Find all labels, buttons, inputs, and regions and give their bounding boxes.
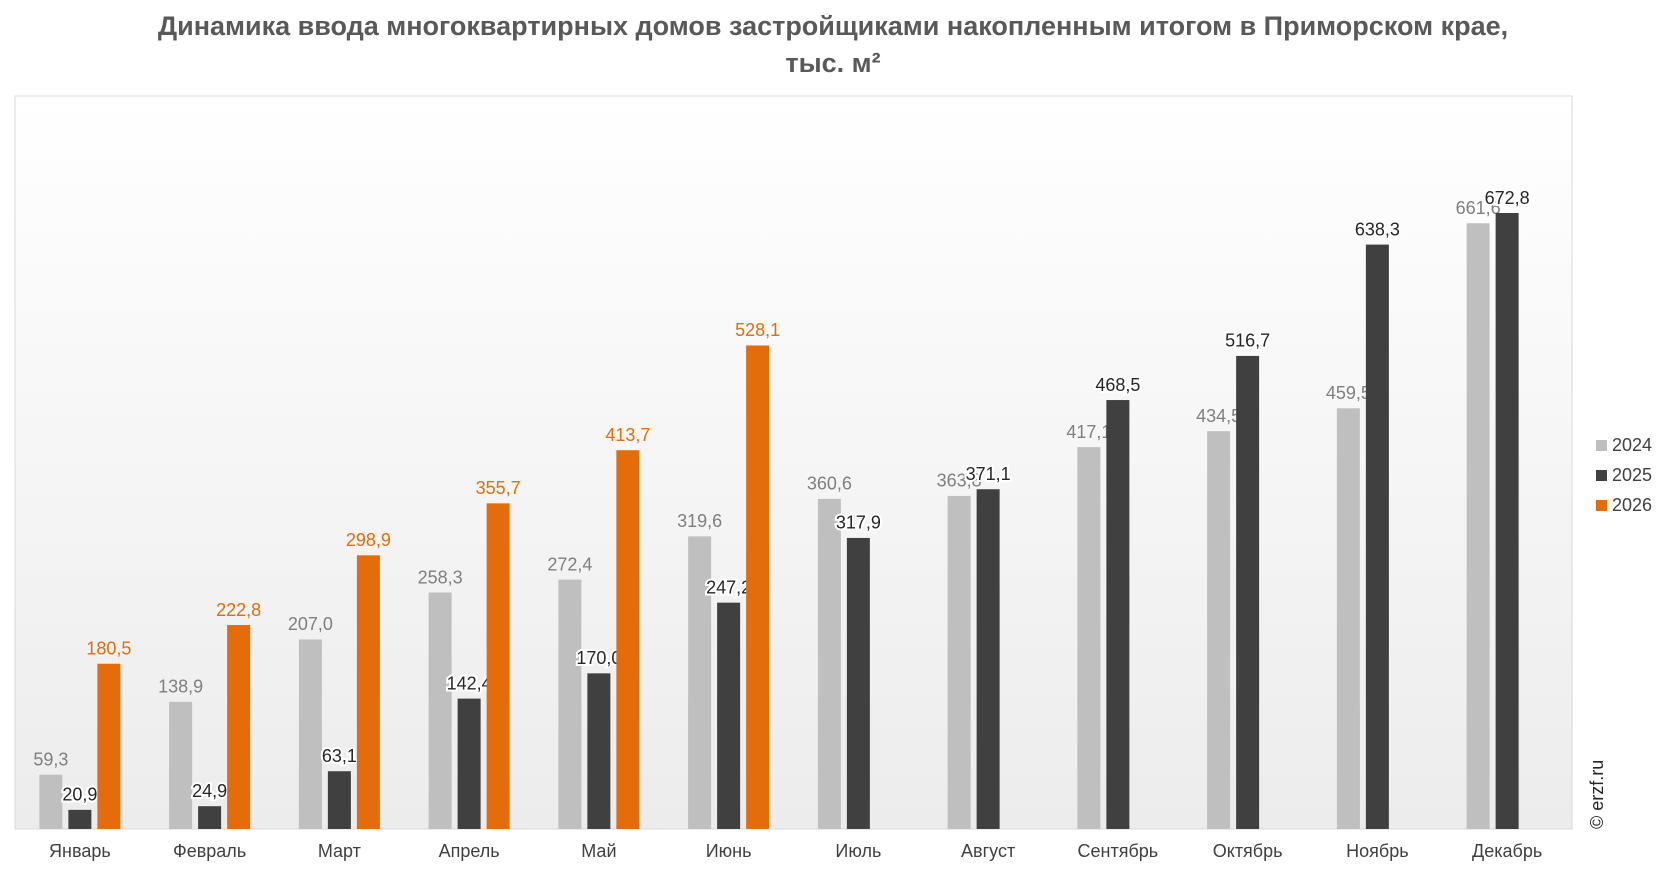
bar: [1466, 223, 1490, 829]
legend-swatch: [1596, 440, 1607, 451]
bar: [169, 701, 193, 829]
x-tick-label: Май: [581, 841, 616, 861]
data-label: 258,3: [418, 567, 463, 587]
data-label: 63,1: [322, 746, 357, 766]
data-label: 59,3: [33, 749, 68, 769]
bar: [1336, 408, 1360, 829]
data-label: 363,8: [937, 471, 982, 491]
bar: [558, 579, 582, 829]
bar: [68, 809, 92, 829]
bar: [1365, 244, 1389, 829]
bar: [1236, 355, 1260, 829]
x-tick-label: Январь: [49, 841, 111, 861]
bar: [746, 345, 770, 829]
x-tick-label: Июнь: [706, 841, 752, 861]
bar: [717, 602, 741, 829]
bar: [846, 537, 870, 829]
data-label: 413,7: [605, 425, 650, 445]
chart-title: Динамика ввода многоквартирных домов зас…: [157, 11, 1509, 78]
bar: [486, 503, 510, 829]
bar: [227, 625, 251, 829]
bar: [39, 774, 63, 829]
x-tick-label: Октябрь: [1213, 841, 1283, 861]
data-label: 170,0: [576, 648, 621, 668]
x-tick-label: Декабрь: [1472, 841, 1542, 861]
bar: [1495, 213, 1519, 829]
data-label: 468,5: [1095, 375, 1140, 395]
data-label: 516,7: [1225, 331, 1270, 351]
x-tick-label: Апрель: [439, 841, 500, 861]
legend-swatch: [1596, 500, 1607, 511]
data-label: 417,1: [1066, 422, 1111, 442]
x-tick-label: Март: [318, 841, 361, 861]
bar: [298, 639, 322, 829]
bar: [688, 536, 712, 829]
data-label: 528,1: [735, 320, 780, 340]
data-label: 20,9: [62, 785, 97, 805]
bar: [587, 673, 611, 829]
bar: [428, 592, 452, 829]
data-label: 207,0: [288, 614, 333, 634]
data-label: 434,5: [1196, 406, 1241, 426]
data-label: 661,6: [1456, 198, 1501, 218]
data-label: 24,9: [192, 781, 227, 801]
data-label: 298,9: [346, 530, 391, 550]
data-label: 319,6: [677, 511, 722, 531]
plot-area: [14, 95, 1573, 830]
bar: [97, 663, 121, 829]
bar: [817, 498, 841, 829]
data-label: 138,9: [158, 677, 203, 697]
data-label: 459,5: [1326, 383, 1371, 403]
x-tick-label: Август: [961, 841, 1015, 861]
bar: [356, 555, 380, 829]
data-label: 360,6: [807, 474, 852, 494]
data-label: 371,1: [966, 464, 1011, 484]
data-label: 317,9: [836, 513, 881, 533]
data-label: 142,4: [447, 673, 492, 693]
x-tick-label: Июль: [835, 841, 881, 861]
x-tick-label: Сентябрь: [1078, 841, 1159, 861]
legend-label: 2025: [1612, 465, 1652, 485]
data-label: 672,8: [1485, 188, 1530, 208]
x-tick-label: Ноябрь: [1346, 841, 1408, 861]
data-label: 222,8: [216, 600, 261, 620]
bar: [457, 698, 481, 829]
bar: [947, 495, 971, 829]
data-label: 355,7: [476, 478, 521, 498]
legend-label: 2026: [1612, 495, 1652, 515]
bar: [1106, 400, 1130, 829]
data-label: 638,3: [1355, 219, 1400, 239]
legend-swatch: [1596, 470, 1607, 481]
x-tick-label: Февраль: [173, 841, 246, 861]
bar: [1207, 431, 1231, 829]
bar: [327, 771, 351, 829]
data-label: 247,2: [706, 577, 751, 597]
data-label: 180,5: [86, 638, 131, 658]
bar: [198, 806, 222, 829]
copyright: © erzf.ru: [1587, 760, 1607, 829]
legend-label: 2024: [1612, 435, 1652, 455]
data-label: 272,4: [547, 554, 592, 574]
bar: [976, 489, 1000, 829]
bar: [1077, 447, 1101, 829]
bar: [616, 450, 640, 829]
